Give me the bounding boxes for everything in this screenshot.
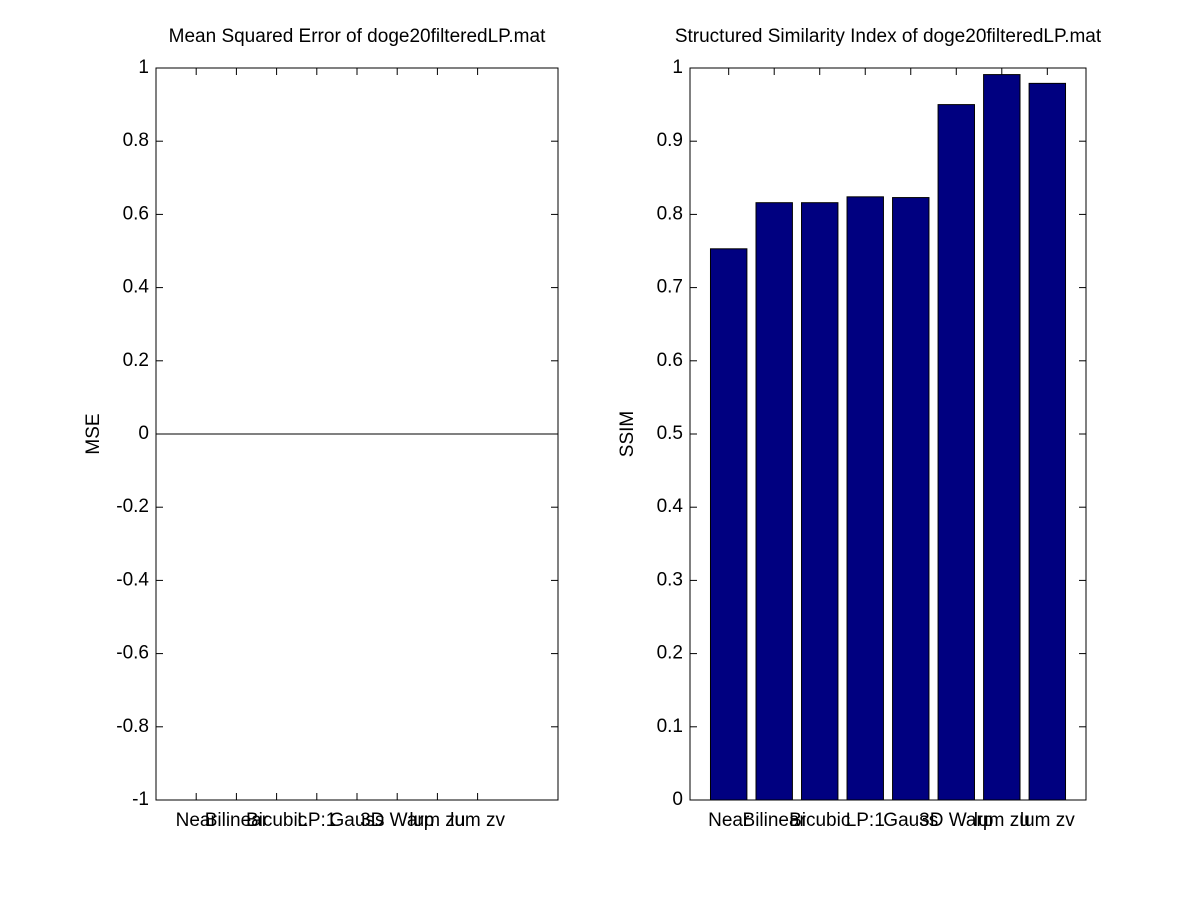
y-tick-label: 0.9: [657, 130, 683, 151]
bar: [892, 197, 930, 801]
x-tick-label: lum zu: [409, 810, 465, 831]
y-tick-label: 0.1: [657, 716, 683, 737]
x-tick-label: Gauss: [330, 810, 385, 831]
y-tick-label: 1: [672, 57, 683, 78]
y-tick-label: 0.8: [123, 130, 149, 151]
x-tick-label: lum zu: [974, 810, 1030, 831]
bar: [983, 74, 1021, 801]
x-tick-label: LP:1: [297, 810, 336, 831]
x-tick-label: Near: [176, 810, 218, 831]
x-tick-label: 3D Warp: [360, 810, 434, 831]
y-tick-label: 0.8: [657, 203, 683, 224]
x-tick-label: Bilinear: [205, 810, 269, 831]
y-tick-label: 0.6: [657, 350, 683, 371]
y-tick-label: 0.4: [657, 496, 684, 517]
bar: [709, 248, 748, 801]
y-tick-label: 0.5: [657, 423, 683, 444]
y-tick-label: 0: [672, 789, 683, 810]
y-tick-label: -0.6: [116, 643, 149, 664]
y-axis-label: MSE: [83, 413, 104, 454]
x-tick-label: Bicubic: [789, 810, 850, 831]
chart-title: Structured Similarity Index of doge20fil…: [675, 26, 1102, 47]
y-tick-label: 0.3: [657, 569, 683, 590]
bar: [846, 196, 884, 801]
x-tick-label: Bilinear: [743, 810, 807, 831]
axes-box: [689, 67, 1087, 801]
bar: [1028, 82, 1067, 801]
y-tick-label: 0.2: [123, 350, 149, 371]
x-tick-label: Gauss: [883, 810, 938, 831]
y-tick-label: -0.4: [116, 569, 149, 590]
x-tick-label: Bicubic: [246, 810, 307, 831]
bar: [801, 202, 839, 801]
y-axis-label: SSIM: [617, 411, 638, 457]
y-tick-label: -0.2: [116, 496, 149, 517]
x-tick-label: lum zv: [1020, 810, 1075, 831]
y-tick-label: -1: [132, 789, 149, 810]
y-tick-label: -0.8: [116, 716, 149, 737]
y-tick-label: 0.6: [123, 203, 149, 224]
y-tick-label: 0: [138, 423, 149, 444]
bar: [937, 104, 975, 801]
y-tick-label: 0.4: [123, 277, 150, 298]
x-tick-label: 3D Warp: [919, 810, 993, 831]
x-tick-label: lum zv: [450, 810, 505, 831]
y-tick-label: 1: [138, 57, 149, 78]
y-tick-label: 0.2: [657, 643, 683, 664]
x-tick-label: Near: [708, 810, 750, 831]
bar: [755, 202, 793, 801]
y-tick-label: 0.7: [657, 277, 683, 298]
x-tick-label: LP:1: [846, 810, 885, 831]
chart-title: Mean Squared Error of doge20filteredLP.m…: [169, 26, 546, 47]
